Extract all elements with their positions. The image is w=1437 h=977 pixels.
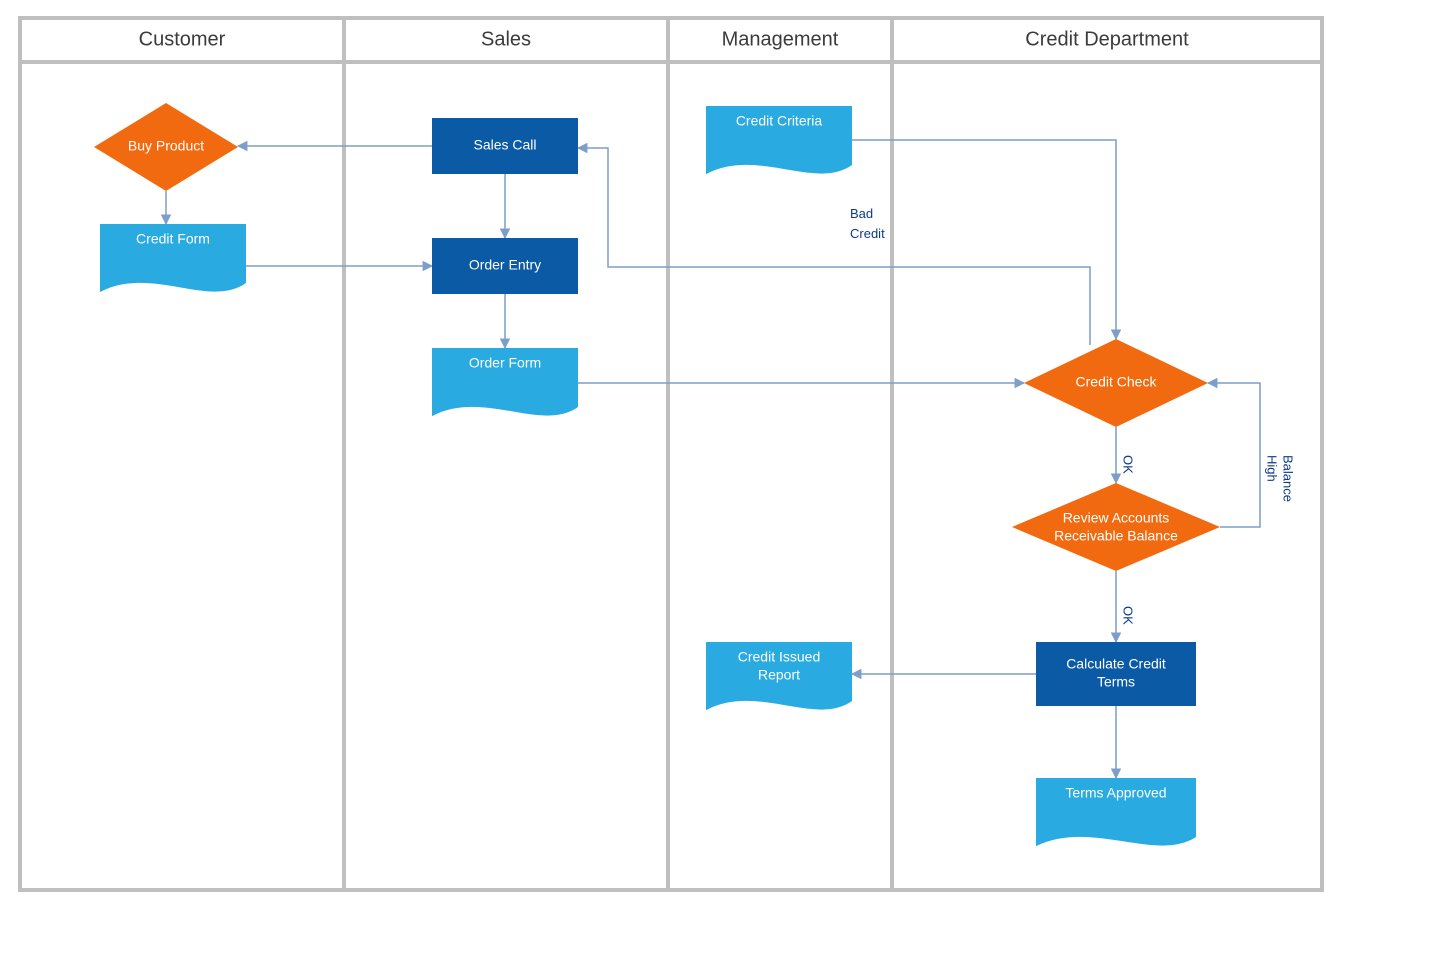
lane-body-management [668, 62, 892, 890]
edge-label-ok-2: OK [1121, 606, 1136, 625]
lane-header-label-customer: Customer [139, 28, 226, 50]
edge-label-bad-2: Credit [850, 226, 885, 241]
decision-label1-review_ar: Review Accounts [1063, 510, 1170, 526]
lane-header-label-management: Management [722, 28, 839, 50]
document-label1-credit_issued: Credit Issued [738, 649, 820, 665]
decision-label-credit_check: Credit Check [1076, 374, 1158, 390]
edge-labels-group: Bad Credit OK OK HighBalance [850, 206, 1296, 625]
edge-label-ok-1: OK [1121, 455, 1136, 474]
document-label2-credit_issued: Report [758, 667, 800, 683]
lane-body-customer [20, 62, 344, 890]
lane-header-label-credit: Credit Department [1025, 28, 1189, 50]
process-label2-calc_terms: Terms [1097, 674, 1135, 690]
document-label-terms_approved: Terms Approved [1065, 785, 1166, 801]
process-label-order_entry: Order Entry [469, 257, 541, 273]
swimlane-flowchart: Customer Sales Management Credit Department… [0, 0, 1437, 977]
edge-label-high-2: Balance [1281, 455, 1296, 502]
process-label1-calc_terms: Calculate Credit [1066, 656, 1166, 672]
decision-label-buy_product: Buy Product [128, 138, 204, 154]
document-label-credit_form: Credit Form [136, 231, 210, 247]
edge-review_high [1208, 383, 1260, 527]
edge-creditcheck_bad [578, 148, 1090, 345]
process-label-sales_call: Sales Call [473, 137, 536, 153]
document-label-credit_criteria: Credit Criteria [736, 113, 823, 129]
decision-label2-review_ar: Receivable Balance [1054, 528, 1178, 544]
lane-body-credit [892, 62, 1322, 890]
lane-body-sales [344, 62, 668, 890]
document-label-order_form: Order Form [469, 355, 541, 371]
edge-label-high-1: High [1265, 455, 1280, 482]
nodes-group: Buy Product Credit Form Sales Call Order En… [94, 103, 1220, 846]
edge-label-bad-1: Bad [850, 206, 873, 221]
lane-header-label-sales: Sales [481, 28, 531, 50]
